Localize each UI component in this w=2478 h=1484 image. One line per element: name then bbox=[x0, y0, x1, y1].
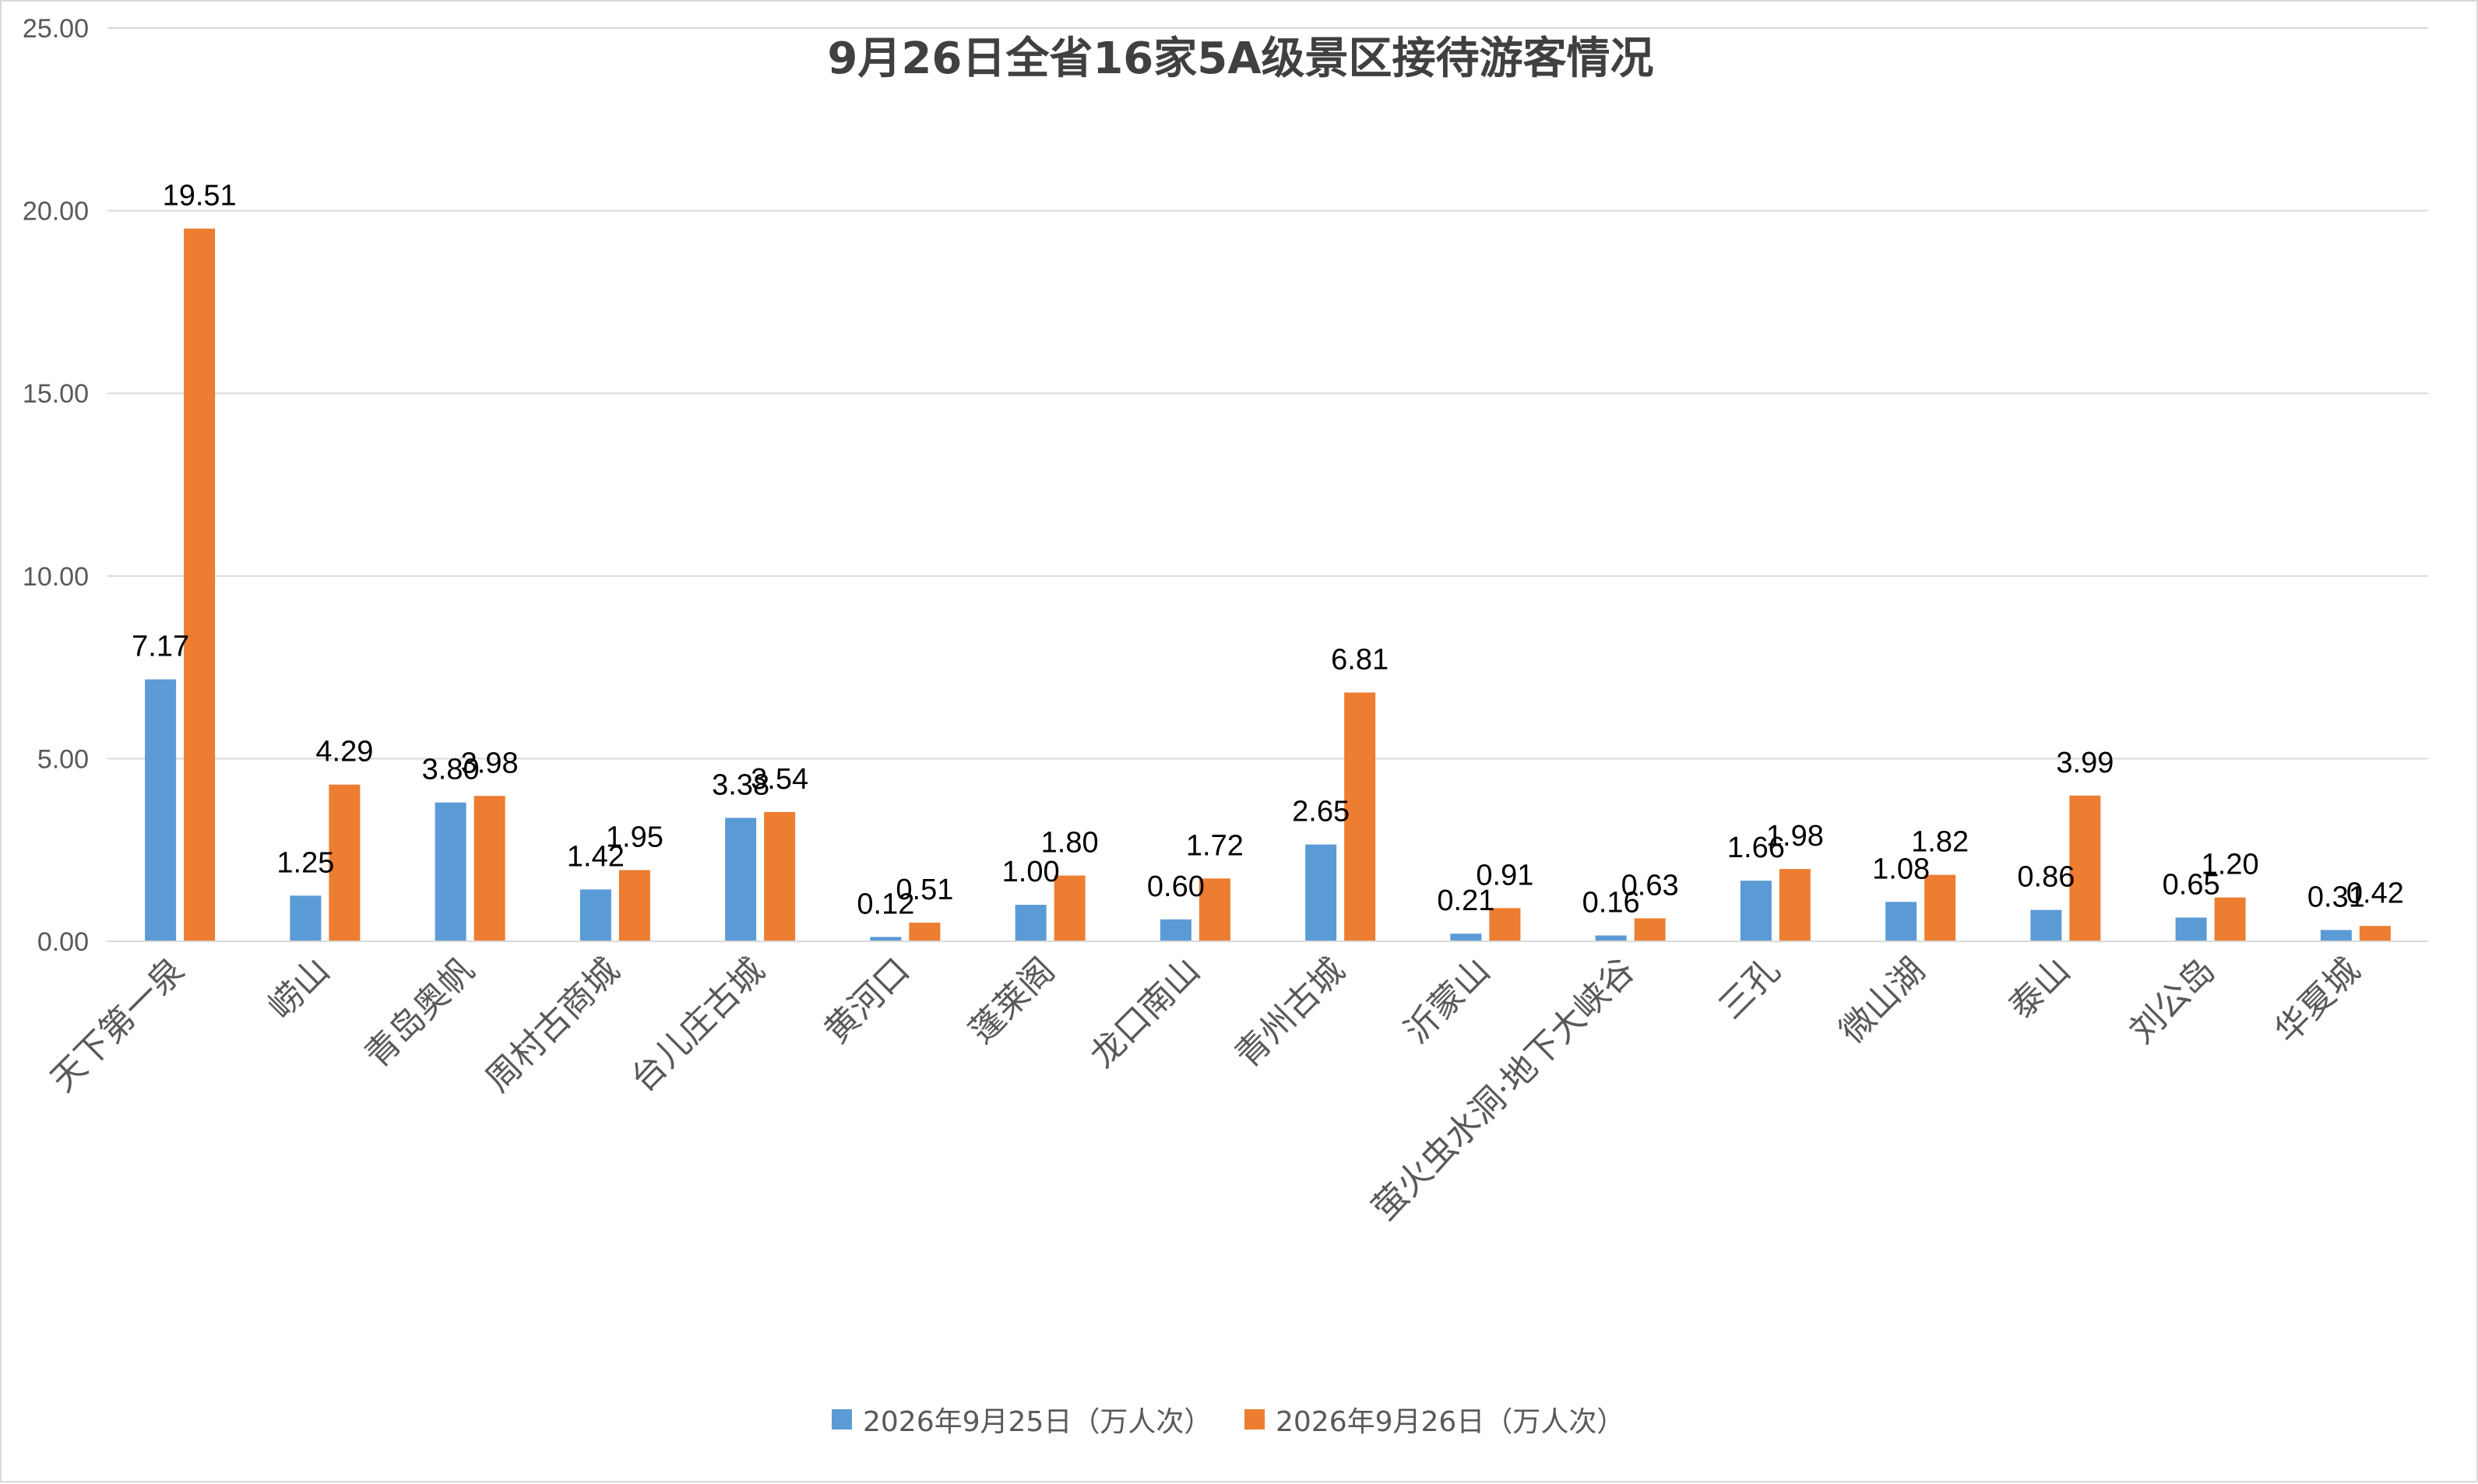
data-label: 1.98 bbox=[1766, 820, 1824, 853]
bar-sep25 bbox=[1885, 902, 1917, 941]
x-category-label: 蓬莱阁 bbox=[962, 951, 1062, 1051]
x-category-label: 龙口南山 bbox=[1082, 951, 1208, 1076]
data-label: 0.12 bbox=[857, 888, 914, 920]
bar-sep25 bbox=[145, 679, 177, 941]
bar-sep25 bbox=[2175, 917, 2207, 941]
bar-sep26 bbox=[1634, 918, 1666, 941]
bar-sep26 bbox=[2359, 926, 2391, 941]
data-label: 1.00 bbox=[1002, 856, 1060, 888]
bar-sep26 bbox=[329, 784, 361, 941]
x-category-label: 沂蒙山 bbox=[1397, 951, 1498, 1051]
data-label: 1.08 bbox=[1872, 853, 1930, 885]
bar-sep25 bbox=[870, 937, 902, 941]
data-label: 19.51 bbox=[163, 180, 237, 213]
data-label: 1.82 bbox=[1911, 826, 1969, 859]
bar-sep25 bbox=[435, 802, 466, 941]
data-label: 6.81 bbox=[1331, 643, 1389, 676]
legend-swatch bbox=[832, 1409, 852, 1429]
data-label: 3.54 bbox=[751, 763, 808, 796]
legend-label: 2026年9月26日（万人次） bbox=[1276, 1406, 1624, 1438]
bar-sep25 bbox=[1450, 934, 1482, 941]
x-category-label: 台儿庄古城 bbox=[623, 951, 773, 1100]
bar-sep25 bbox=[1160, 919, 1191, 941]
x-category-label: 刘公岛 bbox=[2122, 951, 2223, 1051]
bar-sep25 bbox=[1740, 881, 1772, 941]
bar-sep26 bbox=[2214, 897, 2246, 941]
data-label: 1.72 bbox=[1186, 829, 1244, 862]
bar-sep26 bbox=[1924, 874, 1956, 941]
x-category-label: 黄河口 bbox=[817, 951, 917, 1051]
y-tick-label: 20.00 bbox=[23, 197, 89, 227]
bar-sep26 bbox=[1344, 692, 1376, 941]
bar-sep26 bbox=[618, 870, 650, 941]
y-tick-label: 25.00 bbox=[23, 14, 89, 44]
bars bbox=[145, 228, 2391, 941]
y-tick-label: 10.00 bbox=[23, 562, 89, 592]
data-label: 1.25 bbox=[276, 846, 334, 879]
bar-sep26 bbox=[473, 796, 505, 941]
x-category-label: 三孔 bbox=[1711, 951, 1787, 1027]
data-label: 0.63 bbox=[1621, 869, 1679, 902]
data-label: 3.38 bbox=[712, 768, 769, 801]
bar-sep25 bbox=[1015, 905, 1047, 941]
y-tick-label: 15.00 bbox=[23, 379, 89, 409]
y-tick-label: 5.00 bbox=[37, 744, 89, 774]
bar-sep25 bbox=[2320, 930, 2352, 941]
bar-sep26 bbox=[1489, 908, 1521, 941]
data-label: 1.66 bbox=[1727, 832, 1785, 864]
x-category-label: 周村古商城 bbox=[478, 951, 628, 1100]
data-label: 1.42 bbox=[567, 840, 625, 873]
bar-sep26 bbox=[1054, 875, 1086, 941]
bar-sep25 bbox=[2030, 909, 2062, 941]
y-tick-label: 0.00 bbox=[37, 927, 89, 957]
x-category-label: 青州古城 bbox=[1227, 951, 1353, 1076]
bar-sep26 bbox=[764, 811, 796, 941]
data-label: 0.86 bbox=[2017, 861, 2075, 894]
bar-sep26 bbox=[1199, 878, 1230, 941]
gridlines bbox=[107, 27, 2428, 760]
data-label: 1.80 bbox=[1041, 827, 1099, 860]
data-label: 0.21 bbox=[1437, 884, 1494, 917]
data-label: 0.91 bbox=[1476, 859, 1533, 891]
legend-swatch bbox=[1244, 1409, 1265, 1429]
data-label: 3.80 bbox=[422, 754, 480, 786]
data-label: 0.16 bbox=[1582, 886, 1640, 919]
bar-sep25 bbox=[725, 818, 757, 941]
data-label: 1.95 bbox=[606, 821, 663, 854]
bar-sep26 bbox=[909, 923, 941, 941]
y-axis-ticks: 0.00 5.00 10.00 15.00 20.00 25.00 bbox=[23, 14, 89, 957]
bar-sep26 bbox=[2069, 795, 2101, 941]
x-category-label: 萤火虫水洞·地下大峡谷 bbox=[1364, 951, 1642, 1229]
x-category-label: 天下第一泉 bbox=[43, 951, 192, 1100]
data-label: 0.51 bbox=[896, 874, 953, 906]
legend: 2026年9月25日（万人次） 2026年9月26日（万人次） bbox=[832, 1406, 1624, 1438]
data-label: 4.29 bbox=[315, 736, 373, 768]
data-label: 0.42 bbox=[2346, 877, 2404, 909]
x-category-label: 青岛奥帆 bbox=[357, 951, 483, 1076]
bar-sep25 bbox=[1595, 935, 1627, 941]
data-label: 3.98 bbox=[461, 747, 519, 779]
x-category-label: 泰山 bbox=[2001, 951, 2078, 1027]
chart-title: 9月26日全省16家5A级景区接待游客情况 bbox=[827, 33, 1653, 84]
data-label: 2.65 bbox=[1292, 796, 1350, 828]
data-labels: 7.17 19.51 1.25 4.29 3.803.98 1.421.95 3.383.5… bbox=[132, 180, 2404, 921]
bar-sep26 bbox=[1779, 869, 1811, 941]
bar-sep26 bbox=[184, 228, 216, 941]
x-category-label: 崂山 bbox=[261, 951, 337, 1027]
legend-label: 2026年9月25日（万人次） bbox=[863, 1406, 1212, 1438]
data-label: 1.20 bbox=[2202, 849, 2259, 881]
data-label: 0.31 bbox=[2307, 881, 2365, 913]
bar-sep25 bbox=[1305, 844, 1337, 941]
data-label: 3.99 bbox=[2056, 747, 2114, 779]
x-category-label: 华夏城 bbox=[2267, 951, 2367, 1051]
bar-sep25 bbox=[290, 895, 322, 941]
data-label: 0.60 bbox=[1147, 870, 1205, 903]
data-label: 7.17 bbox=[132, 631, 189, 663]
data-label: 0.65 bbox=[2163, 869, 2220, 902]
x-category-label: 微山湖 bbox=[1832, 951, 1933, 1051]
bar-sep25 bbox=[579, 889, 611, 941]
